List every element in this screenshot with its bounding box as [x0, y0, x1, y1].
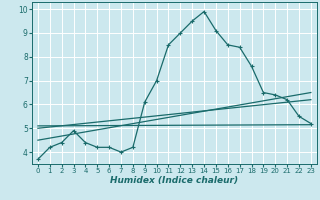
- X-axis label: Humidex (Indice chaleur): Humidex (Indice chaleur): [110, 176, 238, 185]
